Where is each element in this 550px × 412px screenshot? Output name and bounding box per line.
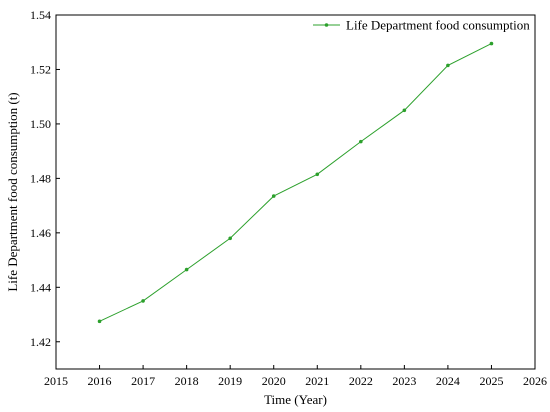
y-tick-label: 1.42 bbox=[30, 335, 51, 349]
data-point bbox=[97, 319, 102, 324]
legend-label: Life Department food consumption bbox=[346, 18, 530, 33]
data-point bbox=[271, 194, 276, 198]
x-tick-label: 2026 bbox=[523, 374, 547, 388]
x-tick-label: 2025 bbox=[479, 374, 503, 388]
x-tick-label: 2022 bbox=[349, 374, 373, 388]
plot-area bbox=[55, 14, 536, 370]
data-point bbox=[315, 172, 320, 177]
x-tick-label: 2020 bbox=[262, 374, 286, 388]
x-axis: 2015 2016 2017 2018 2019 2020 2021 2022 2023 2024… bbox=[44, 365, 547, 388]
y-axis: 1.42 1.44 1.46 1.48 1.50 1.52 1.54 bbox=[30, 8, 60, 349]
data-point bbox=[141, 299, 145, 303]
x-tick-label: 2016 bbox=[88, 374, 112, 388]
data-point bbox=[446, 63, 450, 68]
data-point bbox=[184, 267, 189, 272]
x-tick-label: 2015 bbox=[44, 374, 68, 388]
legend: Life Department food consumption bbox=[313, 18, 530, 33]
y-tick-label: 1.48 bbox=[30, 171, 51, 185]
x-tick-label: 2018 bbox=[175, 374, 199, 388]
series-line bbox=[99, 43, 492, 322]
series-layer bbox=[97, 41, 494, 324]
data-point bbox=[402, 108, 407, 113]
y-axis-title: Life Department food consumption (t) bbox=[5, 92, 20, 291]
y-tick-label: 1.50 bbox=[30, 117, 51, 131]
x-axis-title: Time (Year) bbox=[264, 392, 327, 407]
data-point bbox=[489, 41, 494, 46]
y-tick-label: 1.54 bbox=[30, 8, 51, 22]
legend-marker bbox=[324, 23, 329, 27]
x-tick-label: 2017 bbox=[131, 374, 155, 388]
x-tick-label: 2024 bbox=[436, 374, 460, 388]
y-tick-label: 1.46 bbox=[30, 226, 51, 240]
x-tick-label: 2021 bbox=[305, 374, 329, 388]
data-point bbox=[359, 139, 363, 144]
y-tick-label: 1.44 bbox=[30, 280, 51, 294]
x-tick-label: 2019 bbox=[218, 374, 242, 388]
y-tick-label: 1.52 bbox=[30, 62, 51, 76]
x-tick-label: 2023 bbox=[392, 374, 416, 388]
data-point bbox=[228, 236, 232, 241]
